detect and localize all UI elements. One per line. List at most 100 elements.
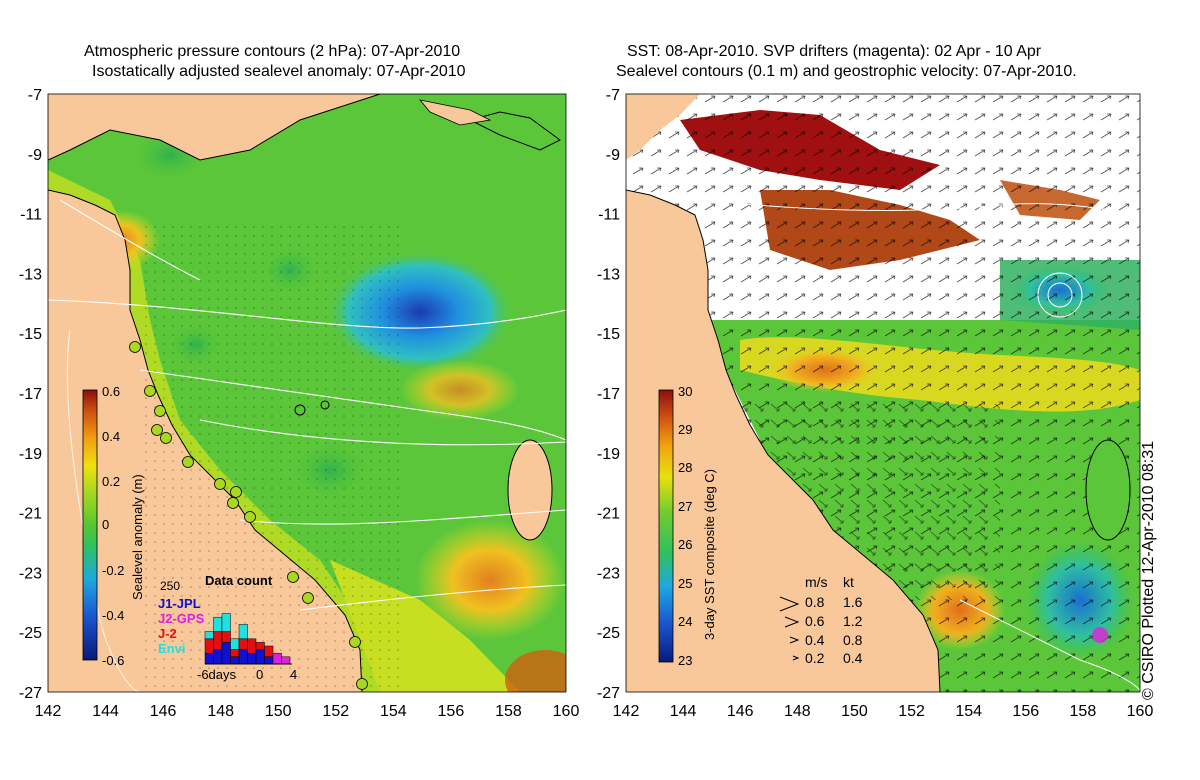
reef-island-2 (320, 400, 330, 410)
sla-tick-0.6: 0.6 (102, 384, 120, 399)
right-lat-tick-label: -13 (597, 266, 620, 283)
data-count-bar (238, 649, 248, 665)
solomon-islands (468, 111, 561, 151)
velocity-legend-ms-1: 0.8 (805, 594, 825, 610)
new-caledonia (507, 439, 553, 541)
png-coastline (48, 94, 381, 161)
right-lat-tick-label: -11 (598, 207, 620, 224)
left-lat-tick-label: -17 (19, 386, 42, 403)
sla-tick-neg0.6: -0.6 (102, 653, 124, 668)
right-lat-tick-label: -27 (597, 685, 620, 702)
left-lon-tick-label: 160 (553, 703, 580, 720)
data-count-bar (281, 656, 291, 665)
left-map-frame (47, 93, 567, 693)
warm-spot-east (400, 360, 520, 420)
data-count-bar (230, 649, 240, 658)
left-lon-tick-label: 154 (380, 703, 407, 720)
right-lat-tick-label: -19 (597, 446, 620, 463)
data-count-inset: Data count 250 J1-JPL J2-GPS J-2 Envi -6… (158, 573, 297, 682)
data-count-bar (221, 631, 231, 643)
sea-level-high-corner (505, 650, 566, 692)
data-count-bar (221, 613, 231, 632)
sst-colorbar (658, 389, 674, 663)
velocity-legend-ms-4: 0.2 (805, 650, 825, 666)
data-count-bar (213, 631, 223, 650)
sst-colorbar-ticks: 30 29 28 27 26 25 24 23 (678, 384, 692, 668)
pressure-contour-2 (139, 369, 566, 441)
left-lat-tick-label: -9 (28, 147, 42, 164)
right-lat-tick-label: -21 (597, 506, 620, 523)
left-lon-tick-label: 148 (207, 703, 234, 720)
sst-tick-30: 30 (678, 384, 692, 399)
left-lat-tick-label: -11 (20, 207, 42, 224)
left-lat-tick-label: -21 (19, 506, 42, 523)
reef-island-1 (294, 404, 306, 416)
left-map-title-line2: Isostatically adjusted sealevel anomaly:… (92, 63, 466, 80)
data-count-max: 250 (160, 579, 180, 593)
right-lon-tick-label: 158 (1070, 703, 1097, 720)
sealevel-contour-south (959, 599, 1140, 691)
data-count-bar (264, 645, 274, 658)
left-lon-tick-label: 152 (322, 703, 349, 720)
right-lon-tick-label: 144 (670, 703, 697, 720)
right-lat-tick-label: -17 (597, 386, 620, 403)
right-lon-tick-label: 146 (727, 703, 754, 720)
velocity-legend: m/s kt 0.8 1.6 0.6 1.2 0.4 0.8 0.2 0.4 (779, 574, 863, 666)
left-lat-tick-label: -23 (19, 565, 42, 582)
left-lat-tick-label: -27 (19, 685, 42, 702)
sea-level-high-south (415, 520, 565, 640)
data-count-axis-label-end: 4 (290, 667, 297, 682)
right-lon-tick-label: 160 (1127, 703, 1154, 720)
right-map-title-line2: Sealevel contours (0.1 m) and geostrophi… (616, 63, 1077, 80)
sealevel-contour-eddy (1037, 272, 1083, 318)
legend-j2-gps: J2-GPS (158, 611, 205, 626)
data-count-axis-label-start: -6days (197, 667, 237, 682)
left-lat-tick-label: -19 (19, 446, 42, 463)
right-map-title-line1: SST: 08-Apr-2010. SVP drifters (magenta)… (627, 43, 1042, 60)
legend-j-2: J-2 (158, 626, 177, 641)
velocity-arrow-0.2-icon (792, 655, 800, 661)
velocity-arrow-0.8-icon (779, 596, 800, 612)
sst-tick-25: 25 (678, 576, 692, 591)
data-count-bar (204, 631, 214, 640)
right-lon-tick-label: 152 (898, 703, 925, 720)
velocity-legend-kt-4: 0.4 (843, 650, 863, 666)
sealevel-contour-1 (699, 199, 1140, 216)
right-lon-tick-label: 156 (1012, 703, 1039, 720)
right-australian-coastline (626, 189, 941, 692)
velocity-legend-kt-3: 0.8 (843, 632, 863, 648)
right-lon-tick-label: 148 (784, 703, 811, 720)
data-count-bar (221, 642, 231, 665)
data-count-bar (230, 638, 240, 650)
data-count-bar (264, 656, 274, 665)
sst-tick-27: 27 (678, 499, 692, 514)
velocity-arrow-0.6-icon (784, 616, 800, 628)
right-lat-tick-label: -23 (597, 565, 620, 582)
right-map (626, 94, 1140, 692)
right-new-caledonia (1085, 439, 1131, 541)
data-count-bar (204, 652, 214, 665)
right-lon-tick-label: 142 (613, 703, 640, 720)
velocity-arrow-0.4-icon (789, 636, 800, 644)
right-map-frame (625, 93, 1141, 693)
png-landmass (48, 94, 380, 160)
copyright-credit: © CSIRO Plotted 12-Apr-2010 08:31 (1140, 440, 1157, 700)
pressure-contour-6 (59, 199, 201, 281)
data-count-bar (238, 638, 248, 650)
right-lat-tick-label: -25 (597, 625, 620, 642)
sst-tick-29: 29 (678, 422, 692, 437)
velocity-legend-kt-2: 1.2 (843, 613, 863, 629)
sst-tick-26: 26 (678, 537, 692, 552)
sst-tick-28: 28 (678, 460, 692, 475)
data-count-bar (204, 638, 214, 654)
data-count-title: Data count (205, 573, 273, 588)
shelf-dots (140, 220, 400, 690)
sst-tick-23: 23 (678, 653, 692, 668)
velocity-legend-ms-3: 0.4 (805, 632, 825, 648)
left-lat-tick-label: -25 (19, 625, 42, 642)
data-count-bars (204, 613, 291, 665)
left-lat-tick-label: -7 (28, 87, 42, 104)
left-lat-tick-label: -15 (19, 326, 42, 343)
data-count-bar (272, 652, 282, 665)
right-lat-tick-label: -7 (606, 87, 620, 104)
